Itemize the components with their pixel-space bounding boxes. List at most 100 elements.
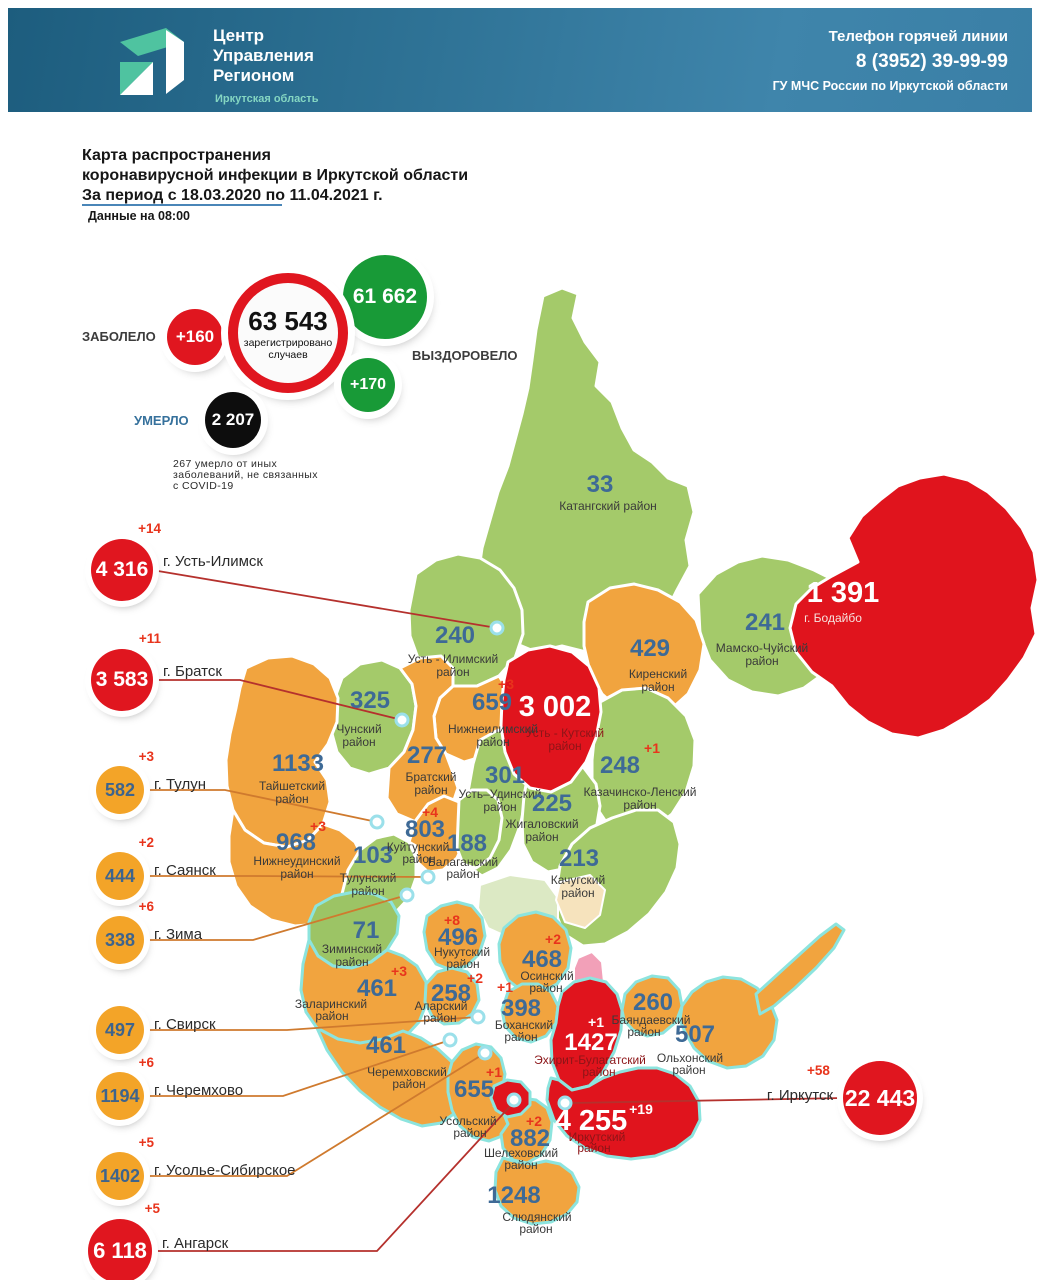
district-ekhirit-name1: Эхирит-Булагатский [534,1053,646,1067]
callout-angarsk-circle: 6 118 [88,1219,152,1280]
callout-zima-circle: 338 [96,916,144,964]
district-nizhneilimsky-delta: +3 [498,676,514,692]
district-balagansky-name1: Балаганский [428,855,498,869]
header-banner: Центр Управления Регионом Иркутская обла… [8,8,1032,112]
district-osinsky-name1: Осинский [520,969,573,983]
callout-zima-label: г. Зима [154,926,203,943]
district-nizhneilimsky-value: 659 [472,689,512,716]
district-bayandaevsky-name1: Баяндаевский [612,1013,691,1027]
callout-irkutsk-circle: 22 443 [843,1061,917,1135]
sick-delta-bubble: +160 [167,309,223,365]
district-kachugsky-value: 213 [559,845,599,872]
district-kirensky-name2: район [641,680,674,694]
district-nizhneudinsky-name2: район [280,867,313,881]
district-cheremkhovsky-name1: Черемховский [367,1065,447,1079]
callout-svirsk-value: 497 [104,1019,136,1040]
callout-cheremkhovo-circle: 1194 [96,1072,144,1120]
district-nukutsky-shape [422,900,487,972]
city-marker-sayansk [420,869,436,885]
callout-usolye-label: г. Усолье-Сибирское [154,1162,296,1179]
district-slyudyansky-shape [493,1156,581,1226]
callout-angarsk: 6 118 +5 г. Ангарск [88,1201,228,1280]
district-ust-kutsky-value: 3 002 [519,691,592,723]
recovered-delta-bubble: +170 [341,358,395,412]
district-ziminsky-name2: район [335,955,368,969]
district-alarsky-name1: Аларский [414,999,467,1013]
recovered-delta-value: +170 [349,376,387,393]
district-olkhonsky-shape [678,975,779,1070]
district-ust-kutsky-name2: район [548,739,581,753]
district-nukutsky-delta: +8 [444,912,460,928]
logo-line3: Регионом [213,66,295,85]
hotline-block: Телефон горячей линии 8 (3952) 39-99-99 … [773,28,1008,93]
district-zhigalovsky-value: 225 [532,790,572,817]
died-bubble: 2 207 [205,392,261,448]
district-nukutsky-name2: район [446,957,479,971]
city-marker-ust-ilimsk [489,620,505,636]
leader-line-svirsk [145,1016,479,1031]
leader-line-bratsk [152,679,403,721]
callout-usolye-delta: +5 [138,1135,154,1150]
leader-line-zima [145,894,408,941]
district-ziminsky-name1: Зиминский [322,942,382,956]
district-bokhansky-name1: Боханский [495,1018,553,1032]
district-osinsky-shape [497,910,573,995]
district-balagansky-value: 188 [447,830,487,857]
district-chunsky-value: 325 [350,687,390,714]
district-zalarinsky-value: 461 [357,975,397,1002]
district-labels: 33 Катангский район 1 391 г. Бодайбо 241… [253,471,879,1236]
total-cases-caption2: случаев [268,348,308,361]
district-bratsky-name2: район [414,783,447,797]
district-zalarinsky-name1: Заларинский [295,997,367,1011]
callout-irkutsk-value: 22 443 [844,1084,916,1111]
logo-region-subtitle: Иркутская область [215,93,319,105]
callout-cheremkhovo-label: г. Черемхово [154,1082,244,1099]
district-irkutsky-name1: Иркутский [569,1130,626,1144]
callout-sayansk-circle: 444 [96,852,144,900]
leader-line-ust-ilimsk [151,569,498,629]
title-line1: Карта распространения [82,147,271,164]
callout-ust-ilimsk-circle: 4 316 [91,539,153,601]
callout-cheremkhovo-delta: +6 [138,1055,154,1070]
district-kirensky-name1: Киренский [629,667,687,681]
recovered-label: ВЫЗДОРОВЕЛО [412,348,518,363]
district-chunsky-name2: район [342,735,375,749]
callout-tulun-label: г. Тулун [154,776,207,793]
callout-sayansk-value: 444 [104,865,136,886]
district-chunsky-name1: Чунский [336,722,381,736]
leader-line-sayansk [145,875,429,878]
city-marker-cheremkhovo [442,1032,458,1048]
district-tulunsky-name1: Тулунский [340,871,397,885]
died-note-line2: заболеваний, не связанных [173,469,318,481]
leader-line-angarsk [152,1101,515,1252]
callout-angarsk-label: г. Ангарск [162,1235,229,1252]
district-kachugsky-name1: Качугский [551,873,605,887]
callout-svirsk: 497 г. Свирск [96,1006,216,1054]
district-shelekhovsky-value: 882 [510,1125,550,1152]
callout-angarsk-value: 6 118 [93,1238,147,1263]
recovered-bubble: 61 662 [343,255,427,339]
district-olkhonsky-name2: район [672,1063,705,1077]
district-olkhonsky-value: 507 [675,1021,715,1048]
city-marker-bratsk [394,712,410,728]
district-taishetsky-name2: район [275,792,308,806]
logo-line2: Управления [213,46,314,65]
district-zhigalovsky-name2: район [525,830,558,844]
title-line2: коронавирусной инфекции в Иркутской обла… [82,167,469,184]
data-time-label: Данные на 08:00 [88,209,191,223]
callout-bratsk-value: 3 583 [95,668,149,691]
district-ekhirit-name2: район [582,1065,615,1079]
district-bokhansky-name2: район [504,1030,537,1044]
leader-line-usolye [145,1052,486,1177]
city-marker-tulun [369,814,385,830]
district-kazachinsko-lensky-name1: Казачинско-Ленский [584,785,697,799]
district-mamsko-chuisky-name1: Мамско-Чуйский [716,641,808,655]
callout-irkutsk-delta: +58 [807,1063,830,1078]
city-marker-zima [399,887,415,903]
callout-cheremkhovo: 1194 +6 г. Черемхово [96,1055,243,1120]
district-balagansky-name2: район [446,867,479,881]
district-bokhansky-delta: +1 [497,979,513,995]
callout-zima-delta: +6 [138,899,154,914]
district-nizhneudinsky-value: 968 [276,829,316,856]
